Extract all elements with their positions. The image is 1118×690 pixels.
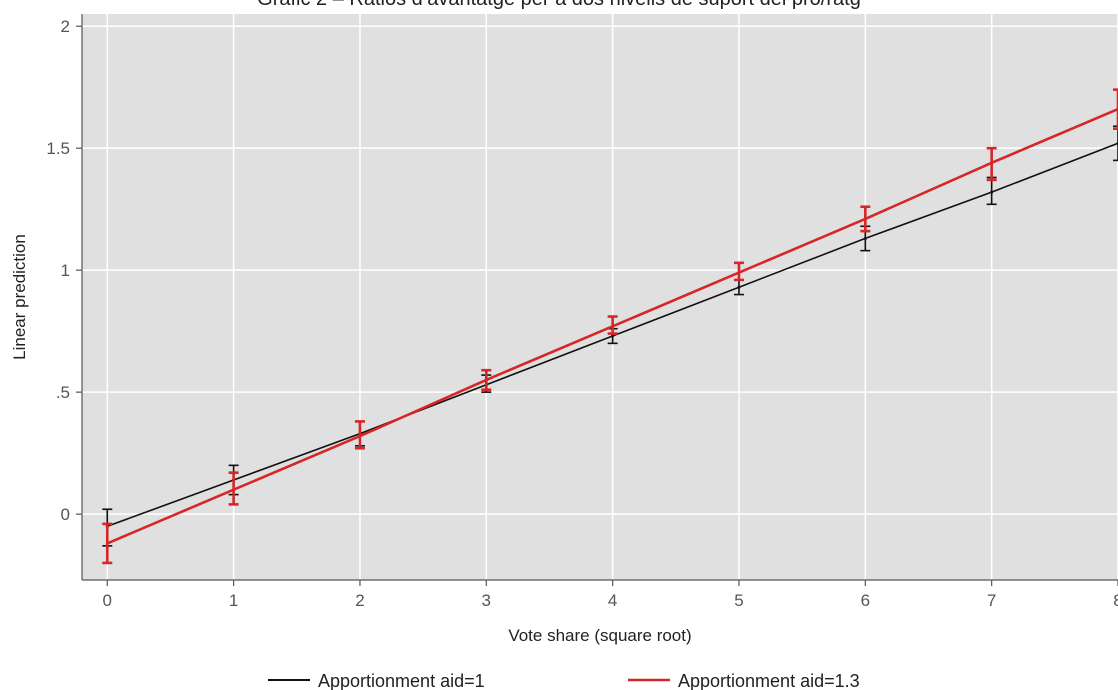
data-point xyxy=(990,161,994,165)
x-tick-label: 0 xyxy=(103,591,112,610)
x-tick-label: 7 xyxy=(987,591,996,610)
data-point xyxy=(358,434,362,438)
data-point xyxy=(737,285,741,289)
data-point xyxy=(863,236,867,240)
series-layer xyxy=(102,88,1118,565)
data-point xyxy=(737,271,741,275)
data-point xyxy=(611,334,615,338)
y-tick-label: 0 xyxy=(61,505,70,524)
data-point xyxy=(232,488,236,492)
data-point xyxy=(611,324,615,328)
data-point xyxy=(990,190,994,194)
legend-label: Apportionment aid=1.3 xyxy=(678,671,860,690)
plot-background xyxy=(82,14,1118,580)
x-tick-label: 4 xyxy=(608,591,617,610)
y-tick-label: 1 xyxy=(61,261,70,280)
y-tick-label: 2 xyxy=(61,17,70,36)
data-point xyxy=(863,217,867,221)
x-tick-label: 3 xyxy=(482,591,491,610)
x-tick-label: 6 xyxy=(861,591,870,610)
error-bar xyxy=(1113,125,1118,162)
x-tick-label: 5 xyxy=(734,591,743,610)
legend: Apportionment aid=1 Apportionment aid=1.3 xyxy=(268,671,860,690)
y-tick-label: .5 xyxy=(56,383,70,402)
legend-item: Apportionment aid=1.3 xyxy=(628,671,860,690)
legend-label: Apportionment aid=1 xyxy=(318,671,485,690)
data-point xyxy=(105,541,109,545)
x-axis-title: Vote share (square root) xyxy=(508,626,691,645)
chart-title: Gràfic 2 – Ràtios d’avantatge per a dos … xyxy=(0,0,1118,11)
y-axis-title: Linear prediction xyxy=(10,234,29,360)
x-tick-label: 2 xyxy=(355,591,364,610)
legend-item: Apportionment aid=1 xyxy=(268,671,485,690)
error-bar xyxy=(1113,88,1118,130)
x-tick-label: 8 xyxy=(1113,591,1118,610)
y-tick-label: 1.5 xyxy=(46,139,70,158)
x-tick-label: 1 xyxy=(229,591,238,610)
data-point xyxy=(484,378,488,382)
axes: 0 .5 1 1.5 2 0 1 2 3 4 5 6 7 8 xyxy=(46,14,1118,610)
